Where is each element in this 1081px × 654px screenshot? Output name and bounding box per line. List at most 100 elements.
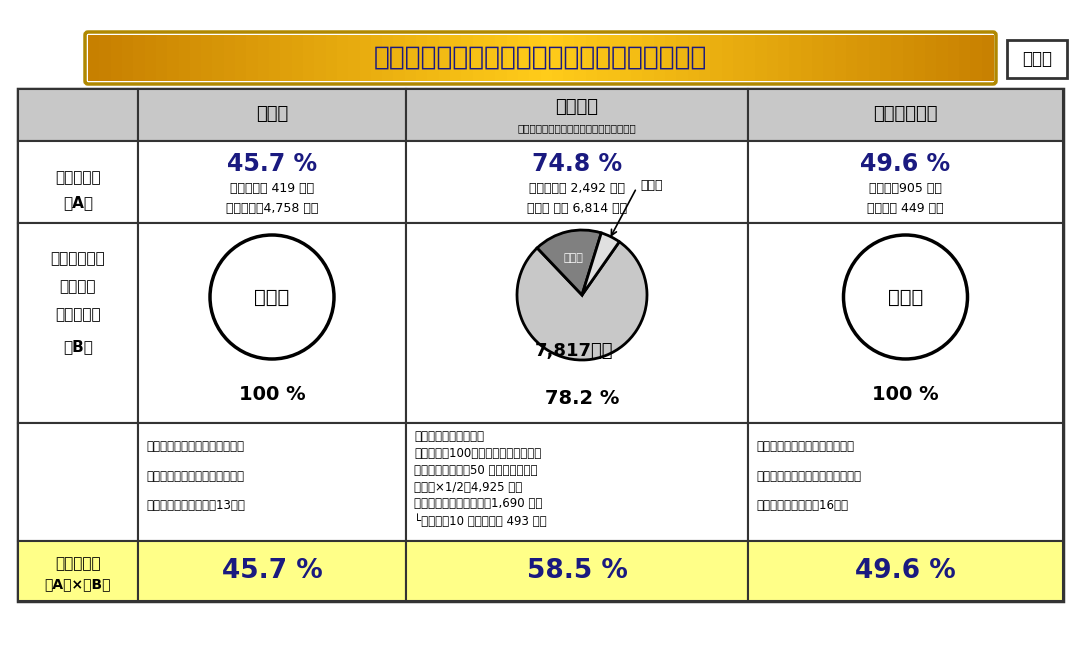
Text: 払戻金 １兆 6,814 億円: 払戻金 １兆 6,814 億円 (526, 201, 627, 215)
Bar (371, 35, 383, 81)
Bar (138, 141, 406, 223)
Text: 売上　　905 億円: 売上 905 億円 (869, 182, 942, 195)
Bar (551, 35, 564, 81)
Bar (619, 35, 632, 81)
Bar (891, 35, 904, 81)
Text: （B）: （B） (63, 339, 93, 354)
Bar (406, 541, 748, 601)
Bar (462, 35, 473, 81)
Text: （当せん金付証券法第13条）: （当せん金付証券法第13条） (146, 499, 245, 512)
Bar (315, 35, 326, 81)
Bar (406, 223, 748, 423)
Text: 実効還元率: 実効還元率 (55, 557, 101, 572)
Bar (959, 35, 972, 81)
Bar (213, 35, 225, 81)
Text: 「所得税（累進税率）　1,690 万円: 「所得税（累進税率） 1,690 万円 (414, 498, 543, 510)
Bar (178, 35, 191, 81)
Bar (156, 35, 169, 81)
Bar (18, 541, 138, 601)
Bar (348, 35, 360, 81)
Bar (748, 89, 1063, 141)
Text: （還元率）: （還元率） (55, 307, 101, 322)
Bar (325, 35, 338, 81)
Bar (574, 35, 587, 81)
Bar (563, 35, 575, 81)
Text: 施等に関する法律第16条）: 施等に関する法律第16条） (756, 499, 848, 512)
Bar (246, 35, 258, 81)
Bar (406, 423, 748, 541)
Bar (257, 35, 270, 81)
Text: 額））×1/2＝4,925 万円: 額））×1/2＝4,925 万円 (414, 481, 522, 494)
Text: 45.7 %: 45.7 % (227, 152, 317, 176)
Text: 資料３: 資料３ (1022, 50, 1052, 68)
Bar (880, 35, 892, 81)
Bar (1007, 40, 1067, 78)
Bar (190, 35, 202, 81)
Text: り馬券購入費）－50 万円（特別控除: り馬券購入費）－50 万円（特別控除 (414, 464, 537, 477)
Bar (303, 35, 316, 81)
Bar (518, 35, 530, 81)
Bar (699, 35, 711, 81)
Bar (484, 35, 496, 81)
Bar (665, 35, 678, 81)
Wedge shape (537, 230, 601, 295)
Text: １億円: １億円 (888, 288, 923, 307)
Text: 売上　１兆 419 億円: 売上 １兆 419 億円 (230, 182, 315, 195)
Text: └住民税（10 ％）　　　 493 万円: └住民税（10 ％） 493 万円 (414, 514, 547, 528)
Bar (235, 35, 248, 81)
Bar (168, 35, 179, 81)
Bar (269, 35, 281, 81)
Text: 住民税: 住民税 (641, 179, 663, 192)
Bar (688, 35, 699, 81)
Bar (88, 35, 101, 81)
Bar (18, 89, 138, 141)
Bar (868, 35, 881, 81)
Bar (710, 35, 722, 81)
Text: 58.5 %: 58.5 % (526, 558, 627, 584)
Bar (540, 35, 552, 81)
Bar (406, 141, 748, 223)
Bar (99, 35, 111, 81)
Text: 宝くじ: 宝くじ (256, 105, 289, 123)
Bar (416, 35, 428, 81)
Text: 49.6 %: 49.6 % (855, 558, 956, 584)
Bar (812, 35, 825, 81)
Text: １億円当選時: １億円当選時 (51, 252, 105, 266)
Bar (110, 35, 123, 81)
Bar (744, 35, 757, 81)
Text: 45.7 %: 45.7 % (222, 558, 322, 584)
Bar (382, 35, 395, 81)
Bar (360, 35, 372, 81)
Bar (971, 35, 983, 81)
Bar (337, 35, 349, 81)
Bar (393, 35, 405, 81)
Wedge shape (517, 242, 648, 360)
Bar (133, 35, 146, 81)
Bar (733, 35, 745, 81)
Text: 100 %: 100 % (872, 385, 938, 405)
Bar (530, 35, 542, 81)
Bar (903, 35, 915, 81)
Bar (631, 35, 643, 81)
Bar (138, 89, 406, 141)
Text: 課税標準（一時所得）: 課税標準（一時所得） (414, 430, 484, 443)
Bar (138, 541, 406, 601)
Text: 100 %: 100 % (239, 385, 305, 405)
Text: （A）: （A） (63, 195, 93, 210)
Bar (18, 223, 138, 423)
Bar (721, 35, 734, 81)
Bar (677, 35, 689, 81)
Text: 売上　２兆 2,492 億円: 売上 ２兆 2,492 億円 (529, 182, 625, 195)
Text: ついては、所得税を課さない。: ついては、所得税を課さない。 (146, 470, 244, 483)
Bar (789, 35, 802, 81)
Bar (439, 35, 451, 81)
Bar (495, 35, 508, 81)
Bar (138, 423, 406, 541)
Text: 所得税: 所得税 (563, 253, 584, 264)
Bar (18, 89, 1063, 601)
Bar (801, 35, 813, 81)
Bar (586, 35, 598, 81)
Bar (201, 35, 213, 81)
Text: 当せん金付証券の当せん金品に: 当せん金付証券の当せん金品に (146, 440, 244, 453)
Bar (925, 35, 937, 81)
